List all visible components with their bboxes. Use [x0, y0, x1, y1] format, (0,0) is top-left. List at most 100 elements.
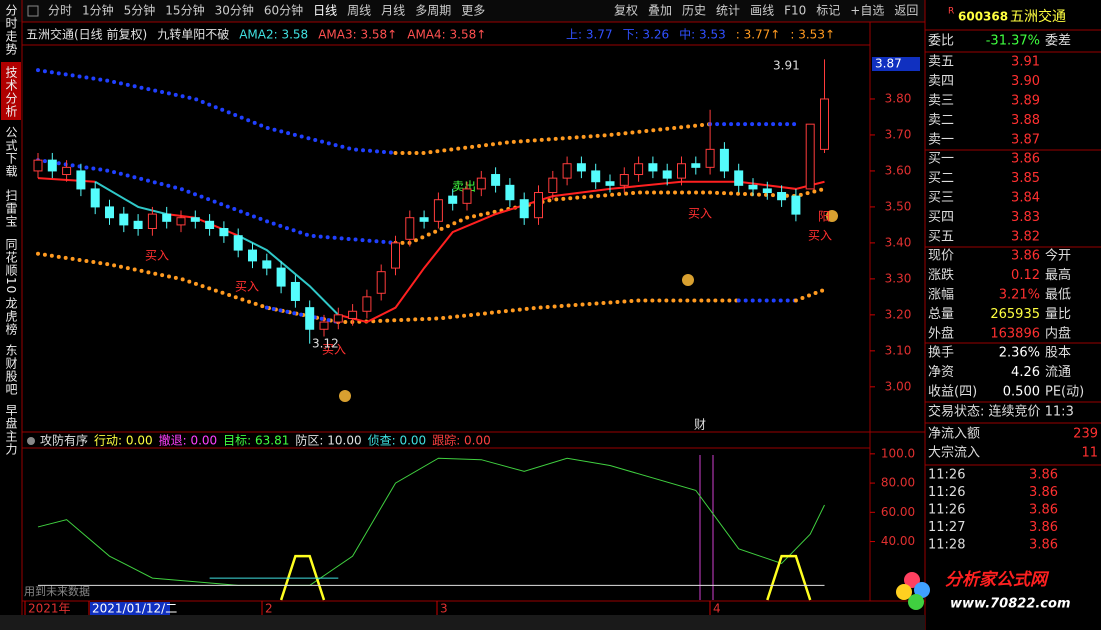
quote-cell: 11:27	[928, 520, 965, 535]
candle-body	[233, 235, 243, 251]
quote-cell: 11	[1081, 446, 1098, 461]
toolbar-button[interactable]: 更多	[461, 4, 485, 18]
quote-cell: 委差	[1045, 34, 1071, 49]
quote-cell: 买五	[928, 230, 954, 245]
annotation: 买入	[322, 343, 346, 357]
note: 用到未来数据	[24, 584, 90, 598]
toolbar-button[interactable]: 历史	[682, 4, 706, 18]
scrollbar	[0, 615, 925, 630]
candle-body	[147, 213, 157, 230]
toolbar-button[interactable]: 5分钟	[124, 3, 156, 18]
indicator-label: AMA3: 3.58↑	[318, 28, 397, 42]
candle-body	[505, 184, 515, 201]
indicator-label: : 3.77↑	[736, 28, 781, 42]
toolbar-button[interactable]: F10	[784, 4, 806, 18]
toolbar-button[interactable]: +自选	[850, 4, 884, 18]
date-highlight	[90, 602, 170, 615]
candle-body	[562, 163, 572, 179]
toolbar-button[interactable]: 分时	[48, 4, 72, 18]
annotation: 3.12	[312, 337, 339, 351]
logo	[904, 572, 920, 588]
annotation: 3.91	[773, 59, 800, 73]
indicator-label: 攻防有序	[40, 433, 88, 448]
toolbar-button[interactable]: 返回	[894, 4, 918, 18]
quote-cell: 2.36%	[999, 346, 1040, 361]
candle-body	[576, 163, 586, 172]
toolbar-button[interactable]: 周线	[347, 4, 371, 18]
candle-body	[762, 188, 772, 194]
toolbar-button[interactable]: 60分钟	[264, 3, 303, 18]
quote-cell: 3.86	[1011, 152, 1040, 167]
quote-cell: 卖一	[928, 133, 954, 148]
candle-body	[777, 192, 787, 201]
candle-body	[276, 267, 286, 287]
candle-body	[433, 199, 443, 222]
logo	[908, 594, 924, 610]
toolbar-icon	[27, 5, 39, 17]
sidebar-tab[interactable]: 扫雷宝	[4, 189, 18, 228]
band-dots	[36, 158, 398, 245]
toolbar-button[interactable]: 多周期	[415, 4, 451, 18]
stock-name: 五洲交通	[1010, 8, 1066, 25]
quote-cell: 涨幅	[928, 288, 954, 303]
toolbar-button[interactable]: 叠加	[648, 4, 672, 18]
quote-cell: 涨跌	[928, 267, 954, 283]
candle-body	[348, 310, 358, 319]
toolbar-button[interactable]: 画线	[750, 4, 774, 18]
toolbar-button[interactable]: 复权	[614, 4, 638, 18]
quote-cell: 11:28	[928, 538, 965, 553]
sidebar-tab[interactable]: 公式下载	[4, 126, 18, 178]
y-tick-label: 60.00	[881, 505, 915, 519]
sidebar-tab[interactable]: 东财股吧	[4, 344, 18, 396]
money-icons	[339, 210, 838, 402]
candle-body	[619, 174, 629, 186]
annotation: 买入	[235, 280, 259, 294]
candle-body	[333, 314, 343, 323]
indicator-label: 中: 3.53	[679, 27, 726, 42]
quote-cell: 3.87	[1011, 133, 1040, 148]
toolbar-button[interactable]: 1分钟	[82, 3, 114, 18]
quote-cell: 总量	[928, 307, 954, 322]
y-tick-label: 3.50	[885, 199, 912, 213]
candle-body	[591, 170, 601, 183]
toolbar-button[interactable]: 标记	[816, 4, 840, 18]
toolbar-button[interactable]: 30分钟	[215, 3, 254, 18]
toolbar-bg	[0, 0, 925, 22]
indicator-label: 撤退: 0.00	[159, 433, 218, 448]
sidebar-tab[interactable]: 龙虎榜	[4, 297, 18, 336]
quote-cell: 流通	[1045, 365, 1071, 380]
candle-body	[462, 188, 472, 204]
candle-body	[791, 195, 801, 215]
toolbar-button[interactable]: 月线	[381, 4, 405, 18]
indicator-label: AMA2: 3.58	[239, 28, 308, 42]
sidebar-tab[interactable]: 技术分析	[4, 66, 18, 118]
toolbar-button[interactable]: 日线	[313, 4, 337, 18]
toolbar-button[interactable]: 15分钟	[165, 3, 204, 18]
icon	[682, 274, 694, 286]
candle-body	[476, 177, 486, 190]
candle-body	[548, 177, 558, 194]
candle-body	[820, 98, 829, 150]
indicator-label: : 3.53↑	[790, 28, 835, 42]
quote-cell: 265935	[990, 307, 1040, 322]
quote-cell: 11:26	[928, 503, 965, 518]
quote-cell: 股本	[1045, 346, 1071, 361]
band-dots	[264, 305, 341, 325]
quote-cell: 4.26	[1011, 365, 1040, 380]
candle-body	[805, 123, 815, 190]
sidebar-tab[interactable]: 同花顺10	[4, 238, 18, 294]
sidebar-tab[interactable]: 分时走势	[4, 4, 18, 56]
quote-cell: 量比	[1045, 307, 1071, 322]
sidebar-tab[interactable]: 早盘主力	[4, 404, 18, 456]
band-dots	[36, 251, 341, 325]
band-dots	[393, 122, 713, 155]
badge: R	[948, 7, 954, 17]
indicator-icon	[27, 437, 35, 445]
y-tick-label: 80.00	[881, 476, 915, 490]
watermark: 分析家公式网 www.70822.com	[896, 570, 1071, 612]
toolbar-button[interactable]: 统计	[716, 4, 740, 18]
candle-body	[662, 170, 672, 179]
quote-cell: 最低	[1045, 288, 1071, 303]
y-tick-label: 3.80	[885, 91, 912, 105]
quote-cell: 0.12	[1011, 268, 1040, 283]
